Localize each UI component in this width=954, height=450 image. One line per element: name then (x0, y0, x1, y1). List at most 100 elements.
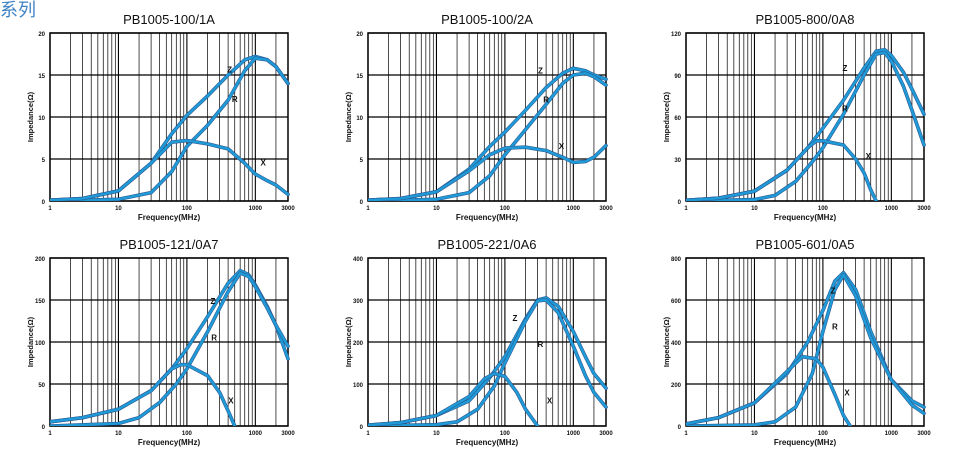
y-axis-label: Impedance(Ω) (344, 91, 353, 142)
x-tick-label: 1000 (249, 431, 263, 437)
x-tick-label: 100 (182, 431, 193, 437)
x-tick-label: 10 (115, 206, 122, 212)
series-x-curve (686, 354, 852, 426)
x-tick-label: 100 (500, 206, 511, 212)
series-x-curve (368, 371, 540, 426)
x-tick-label: 1000 (885, 431, 899, 437)
y-tick-label: 600 (671, 299, 682, 305)
x-tick-label: 1000 (567, 431, 581, 437)
y-axis-label: Impedance(Ω) (344, 316, 353, 367)
y-tick-label: 400 (353, 257, 364, 263)
curve-label-z: Z (210, 297, 215, 306)
chart-title: PB1005-121/0A7 (119, 237, 218, 252)
x-tick-label: 1 (48, 431, 52, 437)
chart-panel-6: PB1005-601/0A5 0 200 400 600 800 1 10 100 1000 300… (636, 225, 954, 450)
y-tick-label: 120 (671, 32, 682, 38)
y-tick-label: 800 (671, 257, 682, 263)
series-r-curve (686, 273, 926, 426)
x-tick-label: 3000 (281, 431, 295, 437)
series-x-curve (368, 143, 608, 201)
x-tick-label: 10 (115, 431, 122, 437)
x-tick-label: 3000 (917, 431, 931, 437)
impedance-chart-1: PB1005-100/1A 0 5 10 15 20 1 10 100 1000 3000 Frequ… (26, 12, 295, 222)
y-tick-label: 300 (353, 299, 364, 305)
curve-label-r: R (537, 340, 543, 349)
series-r-line (368, 298, 608, 426)
y-tick-label: 20 (356, 32, 363, 38)
y-tick-label: 0 (678, 425, 682, 431)
plot-frame (49, 257, 289, 427)
x-axis-label: Frequency(MHz) (138, 438, 201, 447)
y-tick-label: 100 (353, 383, 364, 389)
series-r-curve (50, 56, 290, 201)
y-tick-label: 90 (674, 74, 681, 80)
impedance-chart-6: PB1005-601/0A5 0 200 400 600 800 1 10 100 1000 300… (662, 237, 931, 447)
chart-panel-1: PB1005-100/1A 0 5 10 15 20 1 10 100 1000 3000 Frequ… (0, 0, 318, 225)
y-tick-label: 10 (356, 116, 363, 122)
y-tick-label: 200 (35, 257, 46, 263)
plot-frame (685, 32, 925, 202)
plot-frame (685, 257, 925, 427)
curve-label-x: X (228, 396, 234, 405)
y-tick-label: 0 (42, 200, 46, 206)
y-tick-label: 10 (38, 116, 45, 122)
y-tick-label: 60 (674, 116, 681, 122)
curve-label-z: Z (843, 64, 848, 73)
series-x-curve (686, 139, 878, 201)
plot-frame (367, 32, 607, 202)
y-tick-label: 0 (678, 200, 682, 206)
y-tick-label: 0 (360, 200, 364, 206)
y-axis-label: Impedance(Ω) (662, 316, 671, 367)
x-tick-label: 10 (751, 206, 758, 212)
y-tick-label: 150 (35, 299, 46, 305)
curve-label-x: X (559, 142, 565, 151)
series-r-curve (368, 71, 608, 201)
chart-grid (685, 257, 925, 427)
plot-frame (367, 257, 607, 427)
series-r-line (686, 51, 926, 201)
series-r-curve (686, 50, 926, 201)
x-tick-label: 3000 (281, 206, 295, 212)
chart-grid (685, 32, 925, 202)
curve-label-z: Z (512, 314, 517, 323)
y-tick-label: 100 (35, 341, 46, 347)
x-tick-label: 1000 (249, 206, 263, 212)
y-axis-label: Impedance(Ω) (26, 91, 35, 142)
y-tick-label: 50 (38, 383, 45, 389)
curve-label-x: X (844, 389, 850, 398)
chart-panel-2: PB1005-100/2A 0 5 10 15 20 1 10 100 1000 3000 Frequ… (318, 0, 636, 225)
x-tick-label: 1 (366, 431, 370, 437)
curve-label-z: Z (538, 66, 543, 75)
curve-label-z: Z (227, 65, 232, 74)
y-axis-label: Impedance(Ω) (662, 91, 671, 142)
curve-label-r: R (842, 104, 848, 113)
x-tick-label: 3000 (599, 431, 613, 437)
x-tick-label: 1 (684, 206, 688, 212)
chart-panel-3: PB1005-800/0A8 0 30 60 90 120 1 10 100 1000 3000 Fr… (636, 0, 954, 225)
x-axis-label: Frequency(MHz) (456, 213, 519, 222)
x-tick-label: 1 (48, 206, 52, 212)
x-tick-label: 100 (500, 431, 511, 437)
y-tick-label: 15 (356, 74, 363, 80)
impedance-chart-2: PB1005-100/2A 0 5 10 15 20 1 10 100 1000 3000 Frequ… (344, 12, 613, 222)
y-tick-label: 20 (38, 32, 45, 38)
series-r-line (686, 273, 926, 426)
chart-title: PB1005-601/0A5 (755, 237, 854, 252)
y-tick-label: 0 (42, 425, 46, 431)
series-x-line (50, 363, 236, 426)
series-x-line (368, 372, 539, 426)
y-axis-label: Impedance(Ω) (26, 316, 35, 367)
x-tick-label: 100 (182, 206, 193, 212)
y-tick-label: 0 (360, 425, 364, 431)
x-axis-label: Frequency(MHz) (774, 438, 837, 447)
chart-title: PB1005-800/0A8 (755, 12, 854, 27)
series-x-line (50, 139, 290, 201)
x-tick-label: 3000 (917, 206, 931, 212)
chart-title: PB1005-221/0A6 (437, 237, 536, 252)
chart-title: PB1005-100/1A (123, 12, 215, 27)
series-x-outline (368, 371, 540, 426)
curve-label-x: X (866, 152, 872, 161)
x-axis-label: Frequency(MHz) (774, 213, 837, 222)
y-tick-label: 5 (42, 158, 46, 164)
